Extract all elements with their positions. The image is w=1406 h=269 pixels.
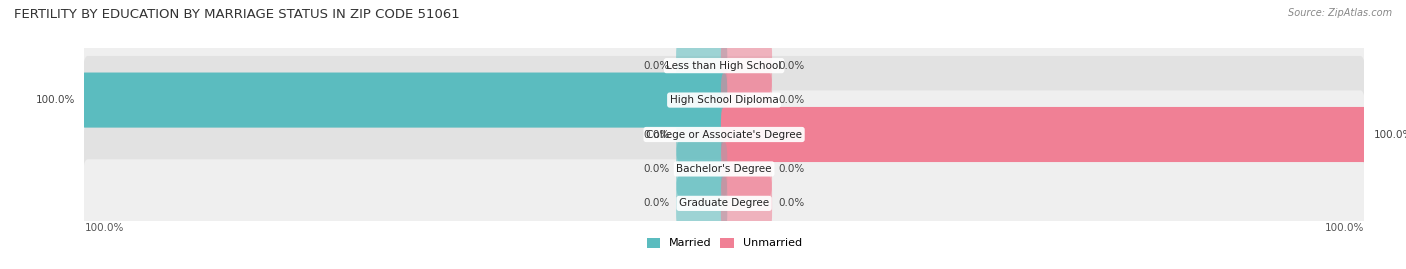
Text: FERTILITY BY EDUCATION BY MARRIAGE STATUS IN ZIP CODE 51061: FERTILITY BY EDUCATION BY MARRIAGE STATU…	[14, 8, 460, 21]
FancyBboxPatch shape	[82, 73, 727, 128]
FancyBboxPatch shape	[676, 38, 727, 93]
Text: 0.0%: 0.0%	[779, 61, 804, 71]
Text: 0.0%: 0.0%	[779, 164, 804, 174]
FancyBboxPatch shape	[676, 107, 727, 162]
FancyBboxPatch shape	[83, 56, 1365, 144]
Text: Source: ZipAtlas.com: Source: ZipAtlas.com	[1288, 8, 1392, 18]
Text: 0.0%: 0.0%	[644, 61, 669, 71]
FancyBboxPatch shape	[83, 22, 1365, 110]
FancyBboxPatch shape	[721, 38, 772, 93]
FancyBboxPatch shape	[83, 90, 1365, 179]
Text: High School Diploma: High School Diploma	[669, 95, 779, 105]
Text: College or Associate's Degree: College or Associate's Degree	[647, 129, 801, 140]
FancyBboxPatch shape	[83, 159, 1365, 247]
Text: 0.0%: 0.0%	[644, 198, 669, 208]
Text: 0.0%: 0.0%	[644, 129, 669, 140]
Text: Graduate Degree: Graduate Degree	[679, 198, 769, 208]
FancyBboxPatch shape	[721, 107, 1367, 162]
FancyBboxPatch shape	[721, 141, 772, 196]
FancyBboxPatch shape	[721, 73, 772, 128]
Text: 100.0%: 100.0%	[1374, 129, 1406, 140]
Text: 0.0%: 0.0%	[779, 198, 804, 208]
FancyBboxPatch shape	[721, 176, 772, 231]
Text: 100.0%: 100.0%	[35, 95, 75, 105]
FancyBboxPatch shape	[676, 141, 727, 196]
Text: 100.0%: 100.0%	[1324, 223, 1364, 233]
FancyBboxPatch shape	[83, 125, 1365, 213]
Text: Bachelor's Degree: Bachelor's Degree	[676, 164, 772, 174]
Text: 100.0%: 100.0%	[84, 223, 124, 233]
Legend: Married, Unmarried: Married, Unmarried	[643, 233, 806, 253]
Text: Less than High School: Less than High School	[666, 61, 782, 71]
FancyBboxPatch shape	[676, 176, 727, 231]
Text: 0.0%: 0.0%	[779, 95, 804, 105]
Text: 0.0%: 0.0%	[644, 164, 669, 174]
